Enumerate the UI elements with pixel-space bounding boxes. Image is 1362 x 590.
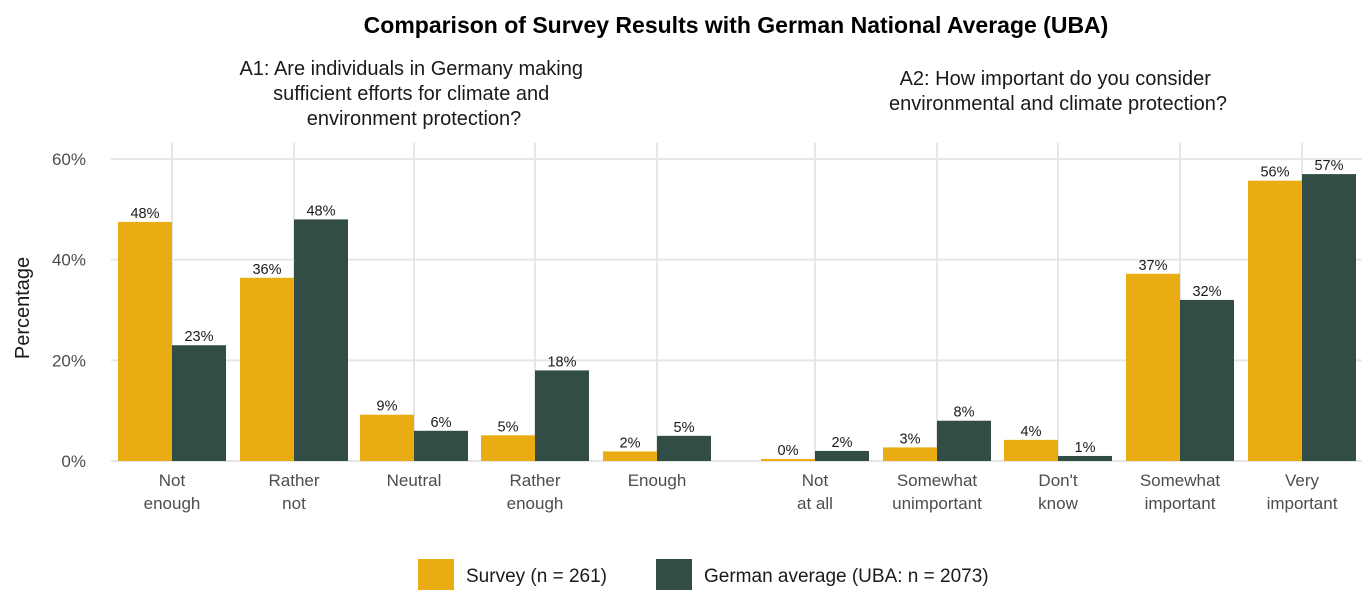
data-label: 48% bbox=[306, 203, 335, 219]
legend-swatch-survey bbox=[418, 559, 454, 590]
x-tick-label: Not enough bbox=[144, 471, 201, 513]
bar-survey bbox=[603, 451, 657, 461]
subtitle-a2-line-1: A2: How important do you consider bbox=[900, 68, 1212, 90]
bar-survey bbox=[1248, 180, 1302, 462]
x-tick-label: Somewhat important bbox=[1140, 471, 1221, 513]
x-tick-label: Not at all bbox=[797, 471, 833, 513]
svg-text:A2: How important do you consi: A2: How important do you consider enviro… bbox=[889, 68, 1227, 115]
bars bbox=[118, 174, 1356, 462]
y-axis-ticks: 0% 20% 40% 60% bbox=[52, 150, 86, 471]
bar-survey bbox=[118, 221, 172, 461]
x-tick-label: Enough bbox=[628, 471, 687, 490]
data-label: 32% bbox=[1192, 284, 1221, 300]
bar-survey bbox=[1004, 439, 1058, 461]
bar-german-average bbox=[657, 435, 711, 461]
x-tick-label: Rather enough bbox=[507, 471, 564, 513]
legend-swatch-german-average bbox=[656, 559, 692, 590]
data-label: 6% bbox=[431, 415, 452, 431]
y-tick-label: 0% bbox=[61, 452, 86, 471]
data-label: 0% bbox=[778, 443, 799, 459]
bar-survey bbox=[1126, 273, 1180, 461]
bar-german-average bbox=[294, 219, 348, 461]
data-label: 23% bbox=[184, 329, 213, 345]
y-tick-label: 40% bbox=[52, 251, 86, 270]
x-axis-labels: Not enough Rather not Neutral Rather enough Eno… bbox=[144, 471, 1338, 513]
data-label: 2% bbox=[832, 435, 853, 451]
bar-german-average bbox=[1180, 299, 1234, 461]
subtitle-a1-line-3: environment protection? bbox=[307, 108, 522, 130]
bar-german-average bbox=[1302, 174, 1356, 461]
value-labels: 48% 23% 36% 48% 9% 6% 5% 18% 2% 5% 0% 2% 3% 8% 4% 1% 37%… bbox=[130, 158, 1343, 459]
x-tick-label: Rather not bbox=[268, 471, 319, 513]
legend: Survey (n = 261) German average (UBA: n … bbox=[418, 559, 989, 590]
data-label: 36% bbox=[252, 262, 281, 278]
subtitle-a1-line-2: sufficient efforts for climate and bbox=[273, 83, 549, 105]
bar-german-average bbox=[815, 450, 869, 461]
data-label: 48% bbox=[130, 206, 159, 222]
legend-label-german-average: German average (UBA: n = 2073) bbox=[704, 566, 989, 587]
bar-survey bbox=[360, 414, 414, 461]
data-label: 18% bbox=[547, 354, 576, 370]
bar-german-average bbox=[172, 345, 226, 461]
data-label: 37% bbox=[1138, 258, 1167, 274]
bar-german-average bbox=[414, 430, 468, 461]
x-tick-label: Don't know bbox=[1038, 471, 1078, 513]
data-label: 8% bbox=[954, 405, 975, 421]
data-label: 1% bbox=[1075, 440, 1096, 456]
y-axis-title: Percentage bbox=[12, 257, 34, 359]
svg-text:A1: Are individuals in Germany: A1: Are individuals in Germany making su… bbox=[239, 58, 588, 130]
bar-survey bbox=[761, 458, 815, 461]
subtitle-a1-line-1: A1: Are individuals in Germany making bbox=[239, 58, 583, 80]
bar-survey bbox=[883, 447, 937, 461]
x-tick-label: Very important bbox=[1267, 471, 1338, 513]
data-label: 2% bbox=[620, 435, 641, 451]
subtitle-a2-line-2: environmental and climate protection? bbox=[889, 93, 1227, 115]
panel-a2-subtitle: A2: How important do you consider enviro… bbox=[889, 68, 1227, 115]
data-label: 56% bbox=[1260, 165, 1289, 181]
bar-survey bbox=[240, 277, 294, 461]
x-tick-label: Neutral bbox=[387, 471, 442, 490]
bar-german-average bbox=[937, 420, 991, 461]
data-label: 5% bbox=[674, 420, 695, 436]
data-label: 4% bbox=[1021, 424, 1042, 440]
data-label: 57% bbox=[1314, 158, 1343, 174]
data-label: 3% bbox=[900, 431, 921, 447]
y-tick-label: 20% bbox=[52, 351, 86, 370]
bar-survey bbox=[481, 435, 535, 461]
bar-german-average bbox=[1058, 455, 1112, 461]
bar-german-average bbox=[535, 370, 589, 461]
y-tick-label: 60% bbox=[52, 150, 86, 169]
x-tick-label: Somewhat unimportant bbox=[892, 471, 982, 513]
panel-a1-subtitle: A1: Are individuals in Germany making su… bbox=[239, 58, 588, 130]
chart-title: Comparison of Survey Results with German… bbox=[364, 12, 1109, 38]
data-label: 9% bbox=[377, 399, 398, 415]
data-label: 5% bbox=[498, 419, 519, 435]
legend-label-survey: Survey (n = 261) bbox=[466, 566, 607, 587]
